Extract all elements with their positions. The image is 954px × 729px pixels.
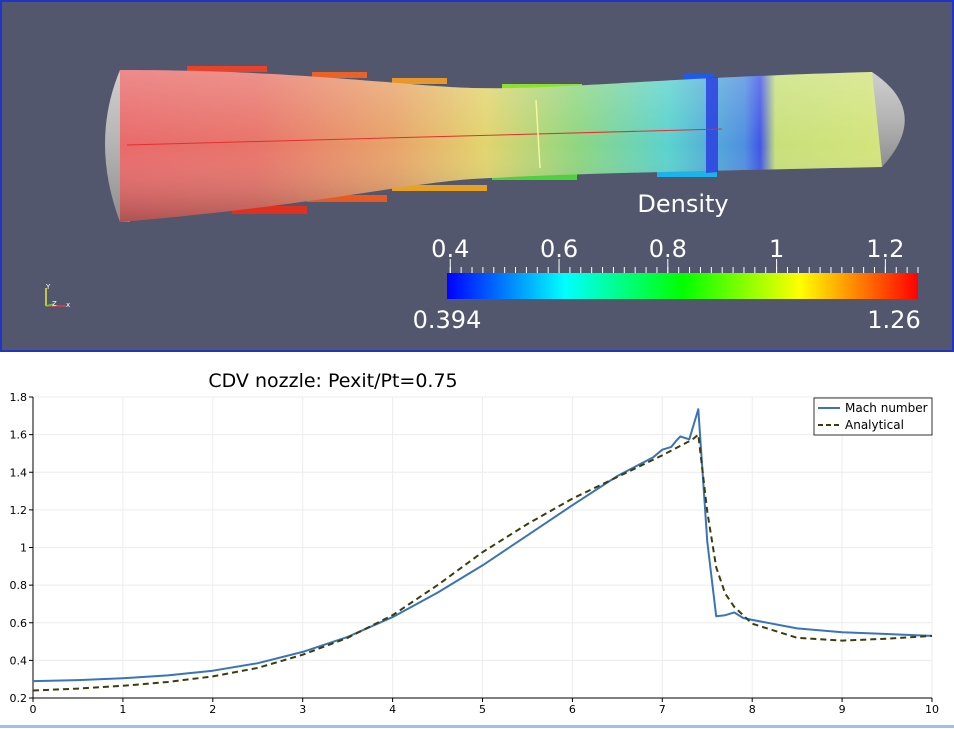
- panel-divider: [0, 725, 954, 728]
- legend-box: [813, 397, 933, 436]
- slice-strip: [307, 195, 387, 202]
- y-tick-label: 0.2: [10, 692, 28, 705]
- x-tick-label: 1: [119, 703, 126, 716]
- axis-z-label: Z: [52, 300, 57, 308]
- line-chart-panel[interactable]: CDV nozzle: Pexit/Pt=0.75 0 1 2 3 4 5 6 7 8 9 10 0.…: [0, 356, 954, 729]
- slice-strip: [492, 174, 577, 180]
- legend-tick-label: 0.4: [431, 235, 469, 263]
- y-tick-label: 0.6: [10, 617, 28, 630]
- axis-y-label: Y: [45, 283, 51, 291]
- shock-band: [706, 77, 718, 173]
- x-tick-label: 0: [30, 703, 37, 716]
- legend-color-bar: [447, 273, 918, 299]
- y-tick-label: 1.2: [10, 504, 28, 517]
- legend-tick-label: 1.2: [866, 235, 904, 263]
- legend-label-mach: Mach number: [845, 401, 928, 415]
- slice-strip: [392, 78, 447, 84]
- line-chart: CDV nozzle: Pexit/Pt=0.75 0 1 2 3 4 5 6 7 8 9 10 0.…: [10, 370, 940, 716]
- x-tick-label: 4: [389, 703, 396, 716]
- y-tick-label: 1: [20, 542, 27, 555]
- legend-title: Density: [637, 190, 728, 218]
- chart-title: CDV nozzle: Pexit/Pt=0.75: [208, 370, 457, 392]
- nozzle-shading: [120, 70, 882, 222]
- nozzle-render: Density 0.4 0.6 0.8 1 1.2 0.394 1.26 Y Z x: [45, 66, 921, 334]
- y-tick-label: 1.8: [10, 391, 28, 404]
- x-tick-label: 7: [659, 703, 666, 716]
- axis-x-label: x: [66, 301, 70, 309]
- y-tick-label: 0.8: [10, 579, 28, 592]
- x-tick-label: 9: [839, 703, 846, 716]
- x-tick-label: 10: [925, 703, 939, 716]
- legend-min-label: 0.394: [413, 306, 482, 334]
- y-tick-label: 1.6: [10, 429, 28, 442]
- center-line: [126, 128, 723, 146]
- legend-max-label: 1.26: [867, 306, 920, 334]
- slice-strip: [392, 185, 487, 191]
- legend-tick-label: 0.8: [649, 235, 687, 263]
- legend-label-analytical: Analytical: [845, 418, 904, 432]
- render-viewport[interactable]: Density 0.4 0.6 0.8 1 1.2 0.394 1.26 Y Z x: [0, 0, 954, 352]
- series-line-analytical: [32, 433, 933, 692]
- slice-strip: [232, 206, 307, 214]
- legend-tick-label: 1: [769, 235, 784, 263]
- throat-line: [535, 99, 541, 169]
- legend-tick-label: 0.6: [540, 235, 578, 263]
- orientation-axes-triad: Y Z x: [45, 283, 70, 309]
- x-tick-label: 3: [299, 703, 306, 716]
- x-tick-label: 5: [479, 703, 486, 716]
- slice-strip: [657, 170, 717, 177]
- slice-strip: [684, 74, 714, 80]
- y-tick-label: 0.4: [10, 654, 28, 667]
- slice-strip: [502, 84, 582, 89]
- y-tick-label: 1.4: [10, 466, 28, 479]
- slice-strip: [312, 72, 367, 78]
- slice-strip: [187, 66, 267, 72]
- chart-legend: Mach number Analytical: [813, 397, 933, 436]
- series-line-mach-number: [32, 408, 933, 683]
- x-tick-label: 8: [749, 703, 756, 716]
- x-tick-label: 2: [209, 703, 216, 716]
- x-tick-label: 6: [569, 703, 576, 716]
